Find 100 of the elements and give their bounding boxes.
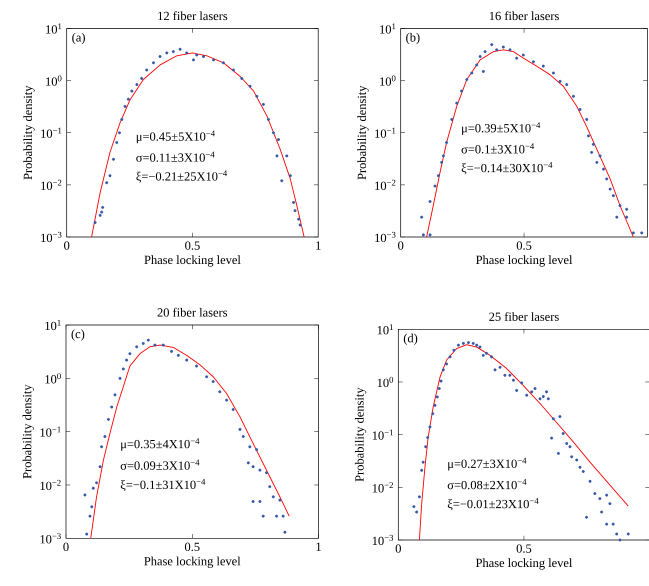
point xyxy=(422,233,425,236)
y-tick-label: 10$^{1}$ xyxy=(45,320,61,330)
point xyxy=(225,398,228,402)
point xyxy=(98,465,102,468)
y-tick-label: 10$^{−1}$ xyxy=(40,426,61,437)
point xyxy=(172,50,175,54)
point xyxy=(152,61,155,64)
point xyxy=(95,481,98,484)
y-tick-label: 10$^{−1}$ xyxy=(372,430,393,440)
point xyxy=(238,428,242,431)
point xyxy=(212,380,215,384)
point xyxy=(195,54,198,57)
point xyxy=(240,76,244,80)
point xyxy=(428,200,432,203)
point xyxy=(585,118,588,121)
point xyxy=(113,393,116,396)
annotation: (a) xyxy=(72,32,85,44)
point xyxy=(455,102,458,105)
point xyxy=(205,375,208,378)
point xyxy=(255,448,258,452)
point xyxy=(94,220,97,224)
point xyxy=(185,358,188,362)
point xyxy=(258,468,262,472)
point xyxy=(85,532,88,536)
point xyxy=(283,530,286,534)
point xyxy=(108,174,112,178)
x-tick-label: 0.5 xyxy=(185,241,200,250)
annotation: σ=0.1±3X10$^{−4}$ xyxy=(462,143,534,154)
point xyxy=(118,131,122,134)
point xyxy=(465,78,468,82)
point xyxy=(105,181,108,184)
point xyxy=(153,344,156,347)
point xyxy=(92,486,95,490)
point xyxy=(612,194,615,198)
y-tick-label: 10$^{−3}$ xyxy=(375,232,396,242)
point xyxy=(103,435,106,438)
y-tick-label: 10$^{−2}$ xyxy=(41,180,62,190)
point xyxy=(294,209,297,212)
point xyxy=(83,493,86,496)
point xyxy=(272,131,275,134)
point xyxy=(595,160,598,164)
annotation: μ=0.35±4X10$^{−4}$ xyxy=(121,438,200,451)
point xyxy=(252,465,255,468)
point xyxy=(90,505,94,508)
x-axis-title: Phase locking level xyxy=(476,558,572,570)
point xyxy=(470,72,474,75)
point xyxy=(450,118,454,121)
point xyxy=(605,177,608,180)
point xyxy=(124,104,127,108)
point xyxy=(248,445,252,448)
point xyxy=(262,514,265,518)
annotation: (b) xyxy=(406,32,420,44)
point xyxy=(115,141,118,144)
point xyxy=(242,435,245,438)
y-axis-title: Probability density xyxy=(357,86,369,180)
point xyxy=(232,408,235,412)
annotation: ξ=−0.1±31X10$^{−4}$ xyxy=(120,478,206,492)
point xyxy=(120,118,124,121)
point xyxy=(266,118,270,121)
point xyxy=(592,142,595,146)
point xyxy=(586,134,590,138)
point xyxy=(212,58,216,62)
point xyxy=(165,51,168,54)
annotation: (c) xyxy=(72,329,84,341)
x-tick-label: 1 xyxy=(316,241,321,250)
point xyxy=(515,56,518,60)
point xyxy=(88,514,92,518)
x-tick-label: 0.5 xyxy=(516,544,532,553)
point xyxy=(258,500,262,503)
point xyxy=(135,83,138,86)
y-tick-label: 10$^{1}$ xyxy=(380,23,396,34)
point xyxy=(118,376,122,380)
point xyxy=(142,342,145,345)
point xyxy=(502,46,505,49)
point xyxy=(522,54,525,57)
y-tick-label: 10$^{−2}$ xyxy=(372,482,393,492)
point xyxy=(195,364,198,368)
annotation: σ=0.08±2X10$^{−4}$ xyxy=(448,479,526,490)
point xyxy=(280,179,284,182)
point xyxy=(572,94,575,98)
point xyxy=(278,498,282,502)
point xyxy=(482,70,485,73)
point xyxy=(598,154,602,158)
y-tick-label: 10$^{0}$ xyxy=(380,75,396,86)
point xyxy=(632,231,635,234)
point xyxy=(276,138,280,142)
point xyxy=(268,485,272,488)
point xyxy=(255,94,258,98)
point xyxy=(282,514,285,518)
point xyxy=(495,48,498,52)
x-tick-label: 0 xyxy=(396,544,401,553)
point xyxy=(275,154,278,158)
y-axis-title: Probability density xyxy=(354,387,366,482)
y-tick-label: 10$^{−1}$ xyxy=(41,128,62,138)
chart-title: 20 fiber lasers xyxy=(158,308,228,317)
y-tick-label: 10$^{0}$ xyxy=(378,376,394,388)
point xyxy=(222,61,225,64)
y-tick-label: 10$^{0}$ xyxy=(46,75,62,86)
point xyxy=(442,154,445,158)
point xyxy=(285,154,288,158)
